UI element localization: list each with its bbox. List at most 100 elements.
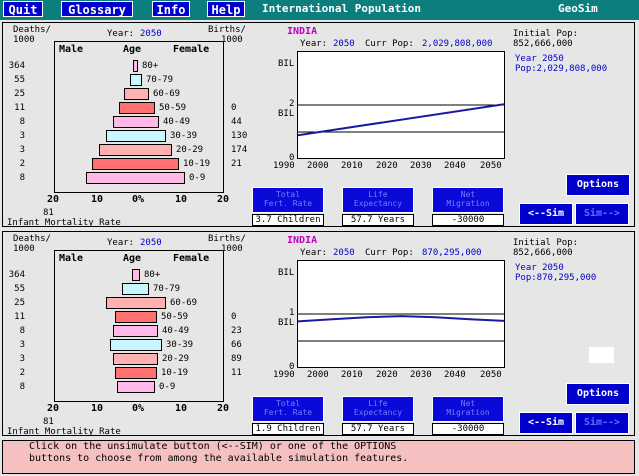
x-axis-tick: 2020 xyxy=(376,370,398,380)
x-axis-tick: 2040 xyxy=(444,370,466,380)
pyramid-axis-tick: 20 xyxy=(217,194,230,205)
simulation-panel-2: Deaths/1000 Year: 2050 Births/1000 Male Age Fe… xyxy=(2,231,635,437)
x-axis-tick: 2010 xyxy=(341,370,363,380)
country-name: INDIA xyxy=(287,235,318,246)
age-bar-1 xyxy=(122,283,149,295)
age-header: Age xyxy=(123,44,142,55)
total-fertility-rate-button[interactable]: Total Fert. Rate xyxy=(252,187,324,213)
age-group-label: 10-19 xyxy=(183,159,211,169)
unsimulate-button[interactable]: <--Sim xyxy=(519,412,573,434)
graph-year: 2050 xyxy=(333,39,355,49)
age-bar-4 xyxy=(113,325,158,337)
age-group-label: 80+ xyxy=(142,61,159,71)
pyramid-axis-tick: 10 xyxy=(175,403,188,414)
age-group-label: 50-59 xyxy=(159,103,187,113)
graph-year-label: Year: xyxy=(300,248,328,258)
birth-rate: 0 xyxy=(231,312,237,322)
births-unit: 1000 xyxy=(221,35,243,45)
x-axis-tick: 1990 xyxy=(273,161,295,171)
button-line-1: Total xyxy=(275,399,301,408)
initial-pop-value: 852,666,000 xyxy=(513,248,573,258)
death-rate: 55 xyxy=(14,284,25,294)
age-group-label: 30-39 xyxy=(166,340,194,350)
imr-label: Infant Mortality Rate xyxy=(7,427,121,437)
button-line-1: Life xyxy=(368,190,388,199)
population-graph xyxy=(297,260,505,368)
button-line-2: Fert. Rate xyxy=(263,199,313,208)
life-expectancy-button[interactable]: Life Expectancy xyxy=(342,187,414,213)
population-line xyxy=(298,315,504,323)
blank-indicator xyxy=(589,347,614,363)
fert-value: 3.7 Children xyxy=(252,214,324,226)
death-rate: 8 xyxy=(19,117,25,127)
birth-rate: 21 xyxy=(231,159,242,169)
age-bar-8 xyxy=(117,381,155,393)
unsimulate-button[interactable]: <--Sim xyxy=(519,203,573,225)
y-axis-unit: BIL xyxy=(278,268,295,278)
age-bar-0 xyxy=(132,269,140,281)
button-line-1: Net xyxy=(460,190,476,199)
simulation-panel-1: Deaths/1000 Year: 2050 Births/1000 Male Age Fe… xyxy=(2,22,635,228)
death-rate: 3 xyxy=(19,354,25,364)
x-axis-tick: 2000 xyxy=(307,370,329,380)
birth-rate: 89 xyxy=(231,354,242,364)
life-expectancy-button[interactable]: Life Expectancy xyxy=(342,396,414,422)
death-rate: 3 xyxy=(19,145,25,155)
pyramid-axis-tick: 10 xyxy=(175,194,188,205)
button-line-2: Expectancy xyxy=(353,408,403,417)
age-group-label: 40-49 xyxy=(163,117,191,127)
help-button[interactable]: Help xyxy=(207,1,245,17)
button-line-2: Migration xyxy=(446,199,490,208)
age-group-label: 50-59 xyxy=(161,312,189,322)
quit-button[interactable]: Quit xyxy=(3,1,43,17)
x-axis-tick: 2010 xyxy=(341,161,363,171)
age-group-label: 80+ xyxy=(144,270,161,280)
age-bar-3 xyxy=(119,102,155,114)
births-label: Births/ xyxy=(208,234,246,244)
options-button[interactable]: Options xyxy=(566,383,630,405)
graph-svg xyxy=(298,103,504,137)
initial-pop-label: Initial Pop: xyxy=(513,29,579,39)
deaths-unit: 1000 xyxy=(13,244,35,254)
age-bar-1 xyxy=(130,74,142,86)
info-button[interactable]: Info xyxy=(152,1,190,17)
age-header: Age xyxy=(123,253,142,264)
death-rate: 8 xyxy=(19,326,25,336)
button-line-1: Life xyxy=(368,399,388,408)
x-axis-tick: 2050 xyxy=(480,161,502,171)
population-pyramid: Male Age Female 80+ 70-79 60-69 50-59 40-49 30-3… xyxy=(54,250,224,402)
age-bar-6 xyxy=(99,144,172,156)
age-group-label: 10-19 xyxy=(161,368,189,378)
button-line-1: Net xyxy=(460,399,476,408)
births-unit: 1000 xyxy=(221,244,243,254)
age-bar-5 xyxy=(106,130,166,142)
country-name: INDIA xyxy=(287,26,318,37)
simulate-button[interactable]: Sim--> xyxy=(575,412,629,434)
button-line-2: Migration xyxy=(446,408,490,417)
net-migration-button[interactable]: Net Migration xyxy=(432,187,504,213)
female-header: Female xyxy=(173,44,210,55)
curr-pop-label: Curr Pop: xyxy=(365,248,414,258)
x-axis-tick: 1990 xyxy=(273,370,295,380)
total-fertility-rate-button[interactable]: Total Fert. Rate xyxy=(252,396,324,422)
age-bar-8 xyxy=(86,172,185,184)
y-axis-tick: 2 xyxy=(289,99,295,109)
age-bar-5 xyxy=(110,339,162,351)
age-group-label: 0-9 xyxy=(189,173,206,183)
x-axis-tick: 2000 xyxy=(307,161,329,171)
age-group-label: 70-79 xyxy=(153,284,181,294)
x-axis-tick: 2030 xyxy=(410,161,432,171)
curr-pop-label: Curr Pop: xyxy=(365,39,414,49)
net-migration-button[interactable]: Net Migration xyxy=(432,396,504,422)
sim-year: Year 2050 xyxy=(515,54,564,64)
birth-rate: 0 xyxy=(231,103,237,113)
simulate-button[interactable]: Sim--> xyxy=(575,203,629,225)
pyramid-axis-tick: 10 xyxy=(91,194,104,205)
options-button[interactable]: Options xyxy=(566,174,630,196)
age-group-label: 70-79 xyxy=(146,75,174,85)
death-rate: 8 xyxy=(19,173,25,183)
glossary-button[interactable]: Glossary xyxy=(61,1,133,17)
age-group-label: 20-29 xyxy=(176,145,204,155)
birth-rate: 23 xyxy=(231,326,242,336)
y-axis-tick: 0 xyxy=(289,362,295,372)
